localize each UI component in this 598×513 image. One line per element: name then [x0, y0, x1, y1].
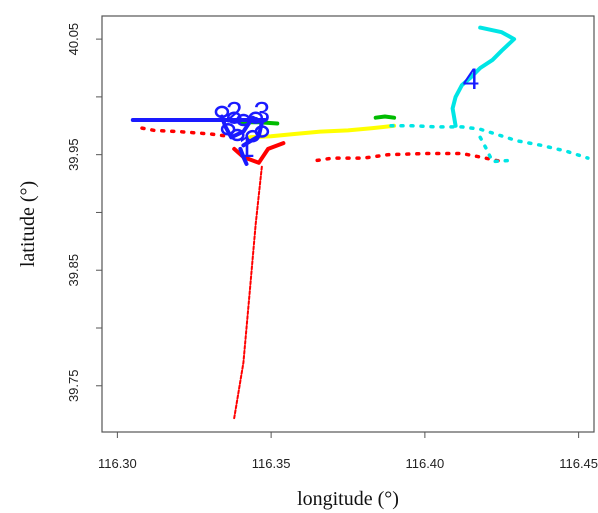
annotation-label: 2: [226, 96, 243, 129]
trajectory-series: [450, 25, 517, 128]
x-tick-label: 116.45: [559, 456, 598, 471]
y-tick-label: 40.05: [66, 23, 81, 56]
y-axis-title: latitude (°): [17, 181, 39, 267]
blue-loop-marker: [220, 122, 236, 136]
x-tick-label: 116.30: [98, 456, 137, 471]
trajectory-series: [233, 165, 263, 420]
y-tick-label: 39.85: [66, 254, 81, 287]
series-layer: [130, 25, 590, 420]
trajectory-series: [373, 114, 397, 120]
blue-loop-marker: [226, 111, 242, 124]
trajectory-series: [238, 146, 249, 166]
annotation-label: 1: [238, 131, 255, 164]
annotation-label: 4: [463, 63, 480, 96]
x-axis: 116.30 116.35 116.40 116.45: [98, 432, 598, 471]
trajectory-series: [389, 124, 590, 160]
trajectory-series: [247, 123, 397, 140]
blue-loop-marker: [214, 105, 230, 119]
trajectory-series: [315, 151, 504, 164]
blue-loop-layer: [214, 105, 270, 143]
trajectory-series: [140, 126, 230, 138]
x-tick-label: 116.35: [252, 456, 291, 471]
x-axis-title: longitude (°): [297, 488, 399, 510]
y-tick-label: 39.75: [66, 370, 81, 403]
annotation-label: 3: [254, 96, 271, 129]
trajectory-series: [478, 135, 513, 164]
x-tick-label: 116.40: [405, 456, 444, 471]
annotation-layer: 12 3 4: [226, 63, 479, 164]
blue-loop-marker: [254, 125, 270, 138]
y-axis: 39.75 39.85 39.95 40.05: [66, 23, 102, 402]
blue-loop-marker: [248, 111, 263, 124]
blue-loop-marker: [230, 128, 245, 142]
plot-frame: [101, 15, 595, 433]
y-tick-label: 39.95: [66, 138, 81, 171]
